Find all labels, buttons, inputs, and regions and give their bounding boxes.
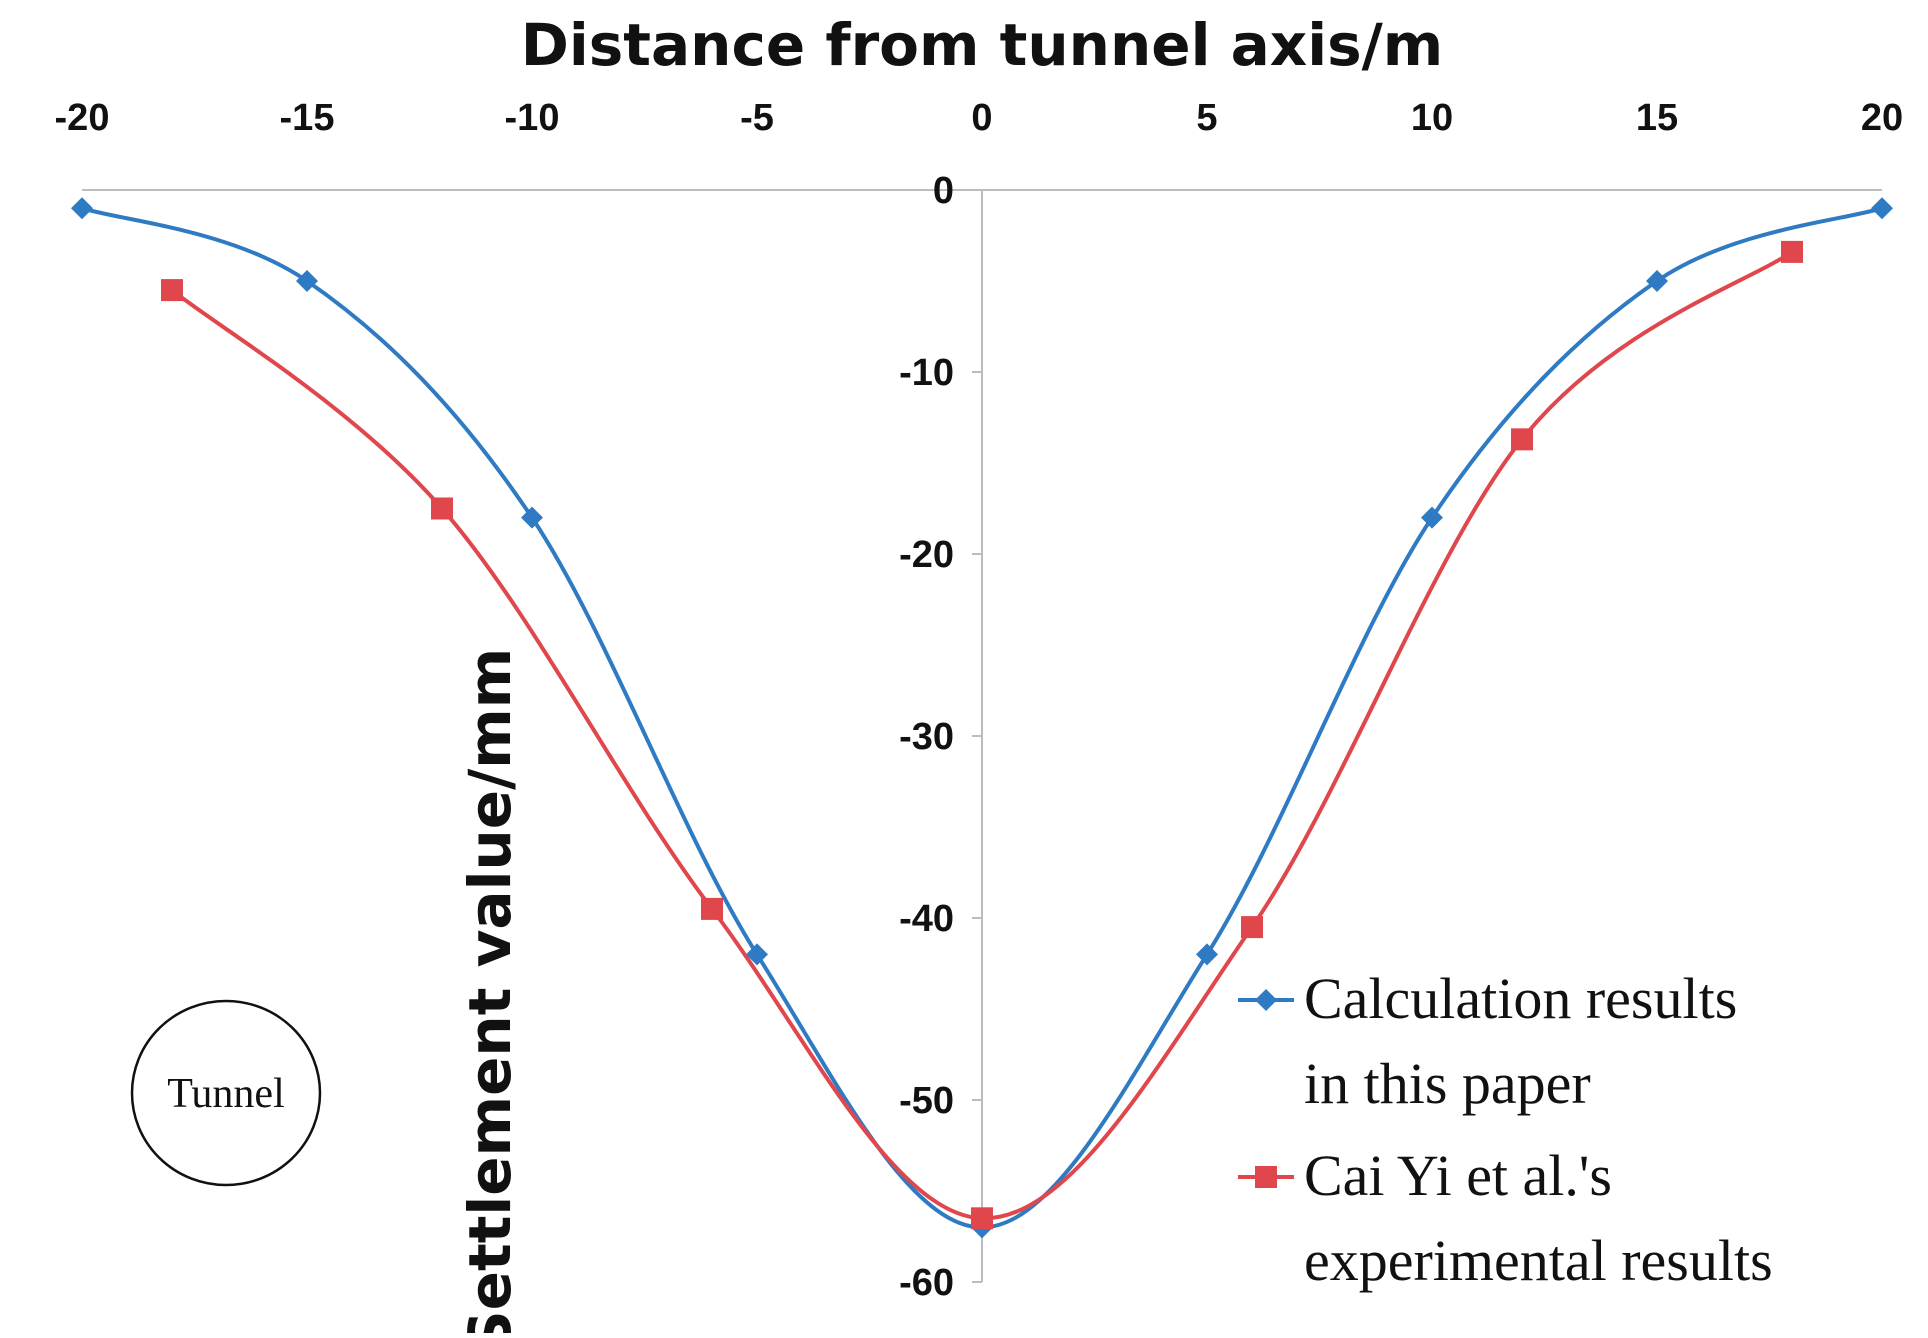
data-point-diamond — [521, 506, 543, 529]
legend-label-line: experimental results — [1304, 1228, 1773, 1293]
y-tick-label: -40 — [899, 898, 954, 940]
x-tick-label: -20 — [55, 97, 110, 139]
labels-layer: -20 -15 -10 -5 0 5 10 15 200-10-20-30-40-50-60Di… — [55, 11, 1904, 1338]
data-point-square — [1511, 428, 1533, 451]
data-point-diamond — [1196, 943, 1218, 966]
legend-label-line: Cai Yi et al.'s — [1304, 1143, 1612, 1208]
y-tick-label: -10 — [899, 352, 954, 394]
data-point-square — [701, 897, 723, 920]
x-tick-label: 15 — [1636, 97, 1678, 139]
series-layer — [71, 197, 1893, 1239]
data-point-square — [431, 497, 453, 520]
tunnel-annotation: Tunnel — [130, 999, 322, 1187]
annotations: Tunnel — [130, 999, 322, 1187]
legend-label-line: Calculation results — [1304, 966, 1737, 1031]
x-tick-label: 0 — [971, 97, 992, 139]
data-point-diamond — [296, 270, 318, 292]
x-tick-label: -5 — [740, 97, 774, 139]
legend-item: Cai Yi et al.'s experimental results — [1238, 1143, 1773, 1293]
legend-marker — [1255, 1166, 1277, 1188]
y-tick-label: -50 — [899, 1080, 954, 1122]
y-tick-label: -30 — [899, 716, 954, 758]
data-point-diamond — [1871, 197, 1893, 220]
y-tick-label: -20 — [899, 534, 954, 576]
legend-label-line: in this paper — [1304, 1051, 1591, 1116]
x-axis-title: Distance from tunnel axis/m — [521, 11, 1444, 79]
legend-item: Calculation results in this paper — [1238, 966, 1737, 1116]
series-experimental — [161, 240, 1803, 1230]
tunnel-label: Tunnel — [167, 1071, 285, 1117]
y-tick-label: 0 — [933, 170, 954, 212]
axes — [82, 189, 1882, 1283]
x-tick-label: -10 — [505, 97, 560, 139]
data-point-diamond — [1421, 506, 1443, 529]
data-point-square — [971, 1207, 993, 1230]
y-tick-label: -60 — [899, 1262, 954, 1304]
data-point-square — [1781, 240, 1803, 263]
x-tick-label: 5 — [1196, 97, 1217, 139]
legend: Calculation results in this paper Cai Yi e… — [1238, 966, 1773, 1293]
data-point-square — [161, 279, 183, 302]
data-point-square — [1241, 916, 1263, 939]
data-point-diamond — [1646, 270, 1668, 292]
x-tick-label: 20 — [1861, 97, 1903, 139]
x-tick-label: 10 — [1411, 97, 1453, 139]
x-tick-label: -15 — [280, 97, 335, 139]
legend-marker — [1255, 989, 1277, 1011]
data-point-diamond — [746, 943, 768, 966]
y-axis-title: Settlement value/mm — [456, 648, 524, 1333]
data-point-diamond — [71, 197, 93, 220]
tunnel-circle — [130, 999, 322, 1187]
